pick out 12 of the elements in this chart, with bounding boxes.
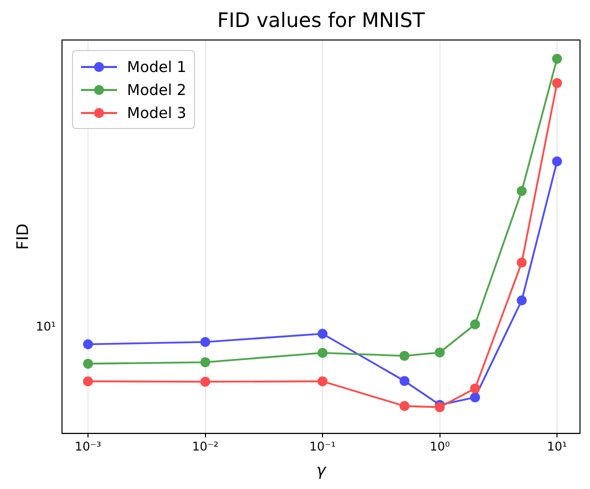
chart-title: FID values for MNIST <box>217 8 426 32</box>
x-tick-label: 10⁻² <box>192 440 219 454</box>
text: 10¹ <box>36 319 56 334</box>
x-tick-label: 10⁻³ <box>74 440 102 454</box>
y-axis-title: FID <box>13 224 32 250</box>
legend-label: Model 2 <box>127 80 186 98</box>
x-tick-label: 10⁰ <box>430 440 450 454</box>
x-axis-title: γ <box>316 460 328 480</box>
x-tick-label: 10¹ <box>546 440 568 454</box>
legend-label: Model 3 <box>127 104 186 122</box>
legend-label: Model 1 <box>127 58 186 76</box>
x-tick-label: 10⁻¹ <box>309 440 336 454</box>
